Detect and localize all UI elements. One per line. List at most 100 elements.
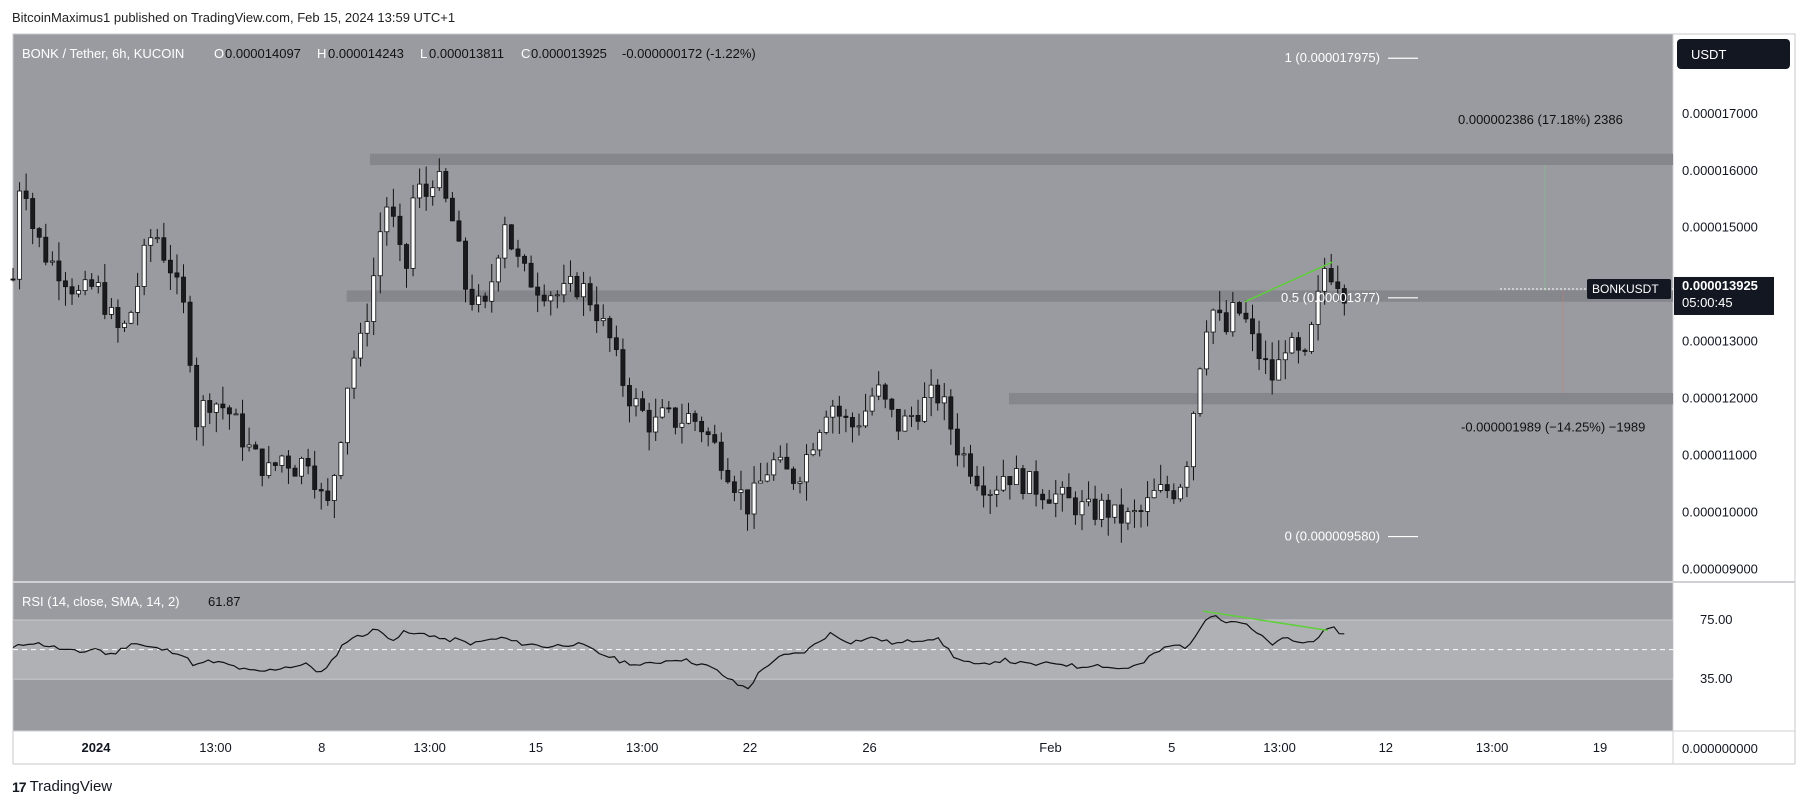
- candle: [758, 462, 764, 484]
- time-tick-label: 13:00: [1263, 740, 1296, 755]
- price-tick-label: 0.000011000: [1682, 448, 1757, 463]
- currency-label: USDT: [1691, 47, 1726, 62]
- candle: [1125, 507, 1131, 530]
- time-tick-label: 13:00: [626, 740, 659, 755]
- candle: [213, 402, 219, 433]
- candle: [640, 391, 646, 413]
- candle: [1263, 340, 1269, 375]
- candle: [102, 264, 108, 320]
- time-tick-label: 12: [1379, 740, 1393, 755]
- legend-h-value: 0.000014243: [328, 46, 404, 61]
- candle: [17, 182, 22, 290]
- candle: [220, 386, 226, 420]
- time-tick-label: 5: [1168, 740, 1175, 755]
- candle: [653, 398, 659, 441]
- candle: [226, 405, 232, 430]
- candle: [613, 325, 619, 357]
- right-axis-bg: [1673, 34, 1795, 764]
- candle: [292, 464, 298, 477]
- candle: [36, 227, 42, 248]
- candle: [1145, 481, 1151, 527]
- measure-down-label: -0.000001989 (−14.25%) −1989: [1461, 419, 1645, 434]
- candle: [961, 446, 967, 468]
- candle: [1132, 499, 1137, 528]
- symbol-tag-text: BONKUSDT: [1592, 282, 1659, 296]
- candle: [889, 397, 895, 418]
- candle: [1191, 411, 1196, 481]
- candle: [43, 223, 49, 266]
- candle: [830, 399, 836, 434]
- candle: [1197, 367, 1203, 417]
- candle: [686, 402, 691, 425]
- candle: [1053, 479, 1059, 518]
- candle: [804, 444, 809, 501]
- candle: [1033, 460, 1039, 507]
- candle: [790, 466, 796, 490]
- candle: [646, 402, 652, 451]
- candle: [974, 465, 980, 491]
- candle: [1138, 504, 1144, 528]
- candle: [1250, 304, 1255, 352]
- candle: [377, 212, 383, 294]
- legend-ohlc: O 0.000014097 H 0.000014243 L 0.00001381…: [214, 46, 756, 61]
- candle: [456, 210, 462, 242]
- time-tick-label: 13:00: [199, 740, 232, 755]
- candle: [882, 382, 888, 409]
- time-tick-label: 8: [318, 740, 325, 755]
- candle: [495, 254, 501, 292]
- candle: [1315, 275, 1321, 341]
- candle: [771, 452, 777, 481]
- candle: [856, 413, 862, 436]
- candle: [174, 254, 180, 295]
- candle: [666, 400, 672, 413]
- candle: [869, 387, 875, 416]
- candle: [1158, 464, 1164, 493]
- candle: [1289, 332, 1295, 355]
- candle: [600, 304, 606, 327]
- rsi-tick-label: 75.00: [1700, 612, 1733, 627]
- candle: [948, 389, 954, 445]
- candle: [1276, 340, 1282, 381]
- time-axis: 2024 13:00 8 13:00 15 13:00 22 26 Feb 5 13:00 12 13:…: [82, 740, 1608, 755]
- time-tick-label: Feb: [1039, 740, 1061, 755]
- fib-levels: 1 (0.000017975) 0.5 (0.00001377) 0 (0.0000…: [1281, 50, 1418, 544]
- candle: [397, 203, 403, 262]
- candle: [1335, 265, 1341, 302]
- resistance-zone: [369, 153, 1673, 166]
- mid-zone: [346, 290, 1673, 302]
- candle: [823, 410, 829, 435]
- candle: [620, 338, 626, 397]
- time-tick-label: 2024: [82, 740, 112, 755]
- candle: [738, 470, 744, 510]
- candle: [659, 399, 665, 419]
- candle: [240, 399, 245, 461]
- candle: [922, 382, 928, 423]
- price-tick-label: 0.000015000: [1682, 220, 1758, 235]
- candle: [312, 450, 318, 499]
- candle: [548, 291, 554, 316]
- candle: [1086, 481, 1091, 507]
- candle: [1295, 332, 1301, 364]
- tradingview-logo[interactable]: 17 TradingView: [12, 778, 112, 795]
- candle: [1118, 488, 1124, 543]
- legend-c-value: 0.000013925: [531, 46, 607, 61]
- candle: [928, 369, 934, 417]
- candle: [1072, 491, 1078, 525]
- fib-level-label: 0 (0.000009580): [1285, 529, 1380, 544]
- price-tick-label: 0.000010000: [1682, 505, 1758, 520]
- currency-badge[interactable]: [1677, 39, 1790, 69]
- candle: [1164, 475, 1170, 499]
- candle: [187, 295, 193, 373]
- measure-up-label: 0.000002386 (17.18%) 2386: [1458, 112, 1623, 127]
- candle: [554, 290, 560, 309]
- candle: [154, 228, 160, 244]
- rsi-value: 61.87: [208, 594, 241, 609]
- bar-countdown: 05:00:45: [1682, 295, 1733, 310]
- candle: [745, 489, 750, 531]
- candle: [128, 310, 134, 325]
- time-tick-label: 22: [743, 740, 757, 755]
- candle: [279, 454, 285, 473]
- candle: [364, 303, 370, 347]
- candle: [1020, 464, 1026, 500]
